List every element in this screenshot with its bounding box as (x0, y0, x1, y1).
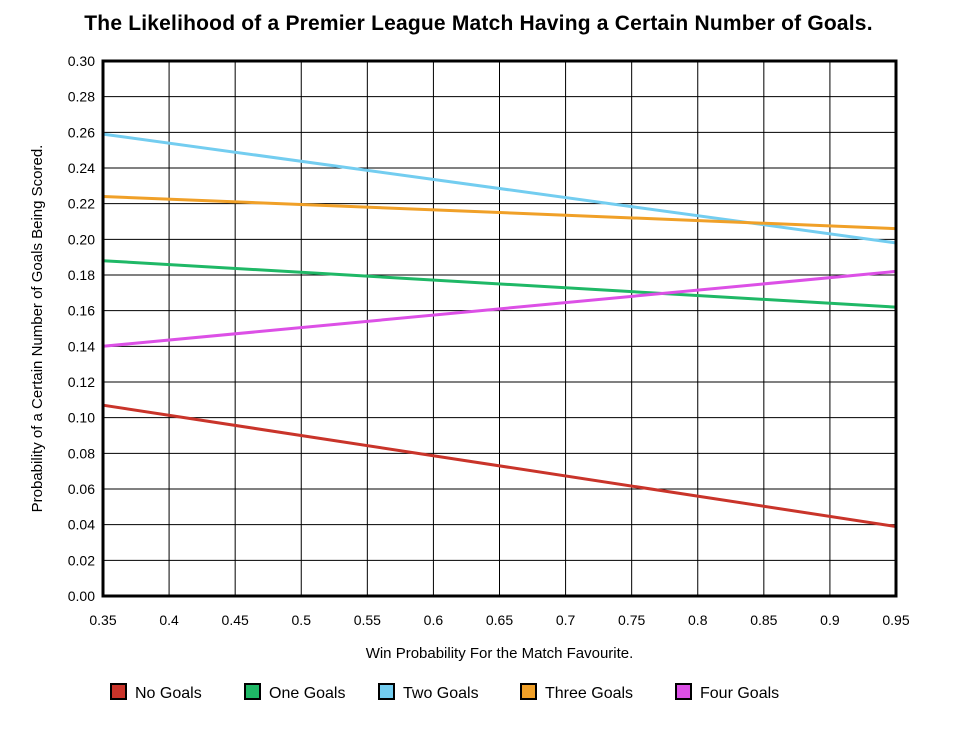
legend-label: One Goals (269, 685, 345, 702)
plot-frame (101, 59, 898, 598)
legend-item: No Goals (110, 683, 202, 702)
x-tick-label: 0.9 (820, 612, 840, 628)
legend-label: No Goals (135, 685, 202, 702)
legend-swatch (244, 683, 261, 700)
x-tick-label: 0.85 (750, 612, 777, 628)
y-tick-label: 0.26 (68, 124, 95, 140)
legend-item: One Goals (244, 683, 345, 702)
y-tick-label: 0.02 (68, 552, 95, 568)
y-tick-label: 0.30 (68, 53, 95, 69)
y-tick-label: 0.12 (68, 374, 95, 390)
grid (102, 60, 897, 597)
y-tick-label: 0.10 (68, 410, 95, 426)
y-tick-label: 0.04 (68, 517, 95, 533)
series-line-one-goals (102, 259, 897, 309)
y-tick-label: 0.14 (68, 338, 95, 354)
x-tick-label: 0.45 (222, 612, 249, 628)
legend-swatch (378, 683, 395, 700)
y-tick-label: 0.16 (68, 303, 95, 319)
legend-label: Four Goals (700, 685, 779, 702)
y-tick-label: 0.08 (68, 445, 95, 461)
x-tick-label: 0.55 (354, 612, 381, 628)
y-tick-label: 0.22 (68, 196, 95, 212)
chart-title: The Likelihood of a Premier League Match… (84, 12, 873, 35)
y-axis-label: Probability of a Certain Number of Goals… (29, 145, 46, 513)
legend-label: Three Goals (545, 685, 633, 702)
y-tick-label: 0.20 (68, 231, 95, 247)
y-tick-label: 0.28 (68, 89, 95, 105)
x-axis-label: Win Probability For the Match Favourite. (366, 645, 634, 662)
x-tick-label: 0.75 (618, 612, 645, 628)
x-tick-label: 0.4 (159, 612, 179, 628)
legend-item: Two Goals (378, 683, 479, 702)
series-lines (102, 132, 897, 528)
series-line-two-goals (102, 132, 897, 245)
legend-swatch (675, 683, 692, 700)
x-tick-label: 0.35 (89, 612, 116, 628)
legend-item: Three Goals (520, 683, 633, 702)
legend-item: Four Goals (675, 683, 779, 702)
x-tick-label: 0.7 (556, 612, 576, 628)
legend-swatch (520, 683, 537, 700)
y-tick-labels: 0.00 0.02 0.04 0.06 0.08 0.10 0.12 0.14 0.16 0.18… (68, 53, 95, 604)
x-tick-label: 0.5 (292, 612, 312, 628)
x-tick-label: 0.6 (424, 612, 444, 628)
series-line-no-goals (102, 403, 897, 528)
legend-swatch (110, 683, 127, 700)
x-tick-label: 0.8 (688, 612, 708, 628)
x-tick-label: 0.65 (486, 612, 513, 628)
y-tick-label: 0.06 (68, 481, 95, 497)
series-line-four-goals (102, 269, 897, 348)
legend-label: Two Goals (403, 685, 479, 702)
x-tick-labels: 0.35 0.4 0.45 0.5 0.55 0.6 0.65 0.7 0.75 0.8 0.85 0… (89, 612, 909, 628)
series-line-three-goals (102, 195, 897, 231)
x-tick-label: 0.95 (882, 612, 909, 628)
y-tick-label: 0.18 (68, 267, 95, 283)
y-tick-label: 0.00 (68, 588, 95, 604)
y-tick-label: 0.24 (68, 160, 95, 176)
legend: No Goals One Goals Two Goals Three Goals Fou… (110, 683, 779, 702)
